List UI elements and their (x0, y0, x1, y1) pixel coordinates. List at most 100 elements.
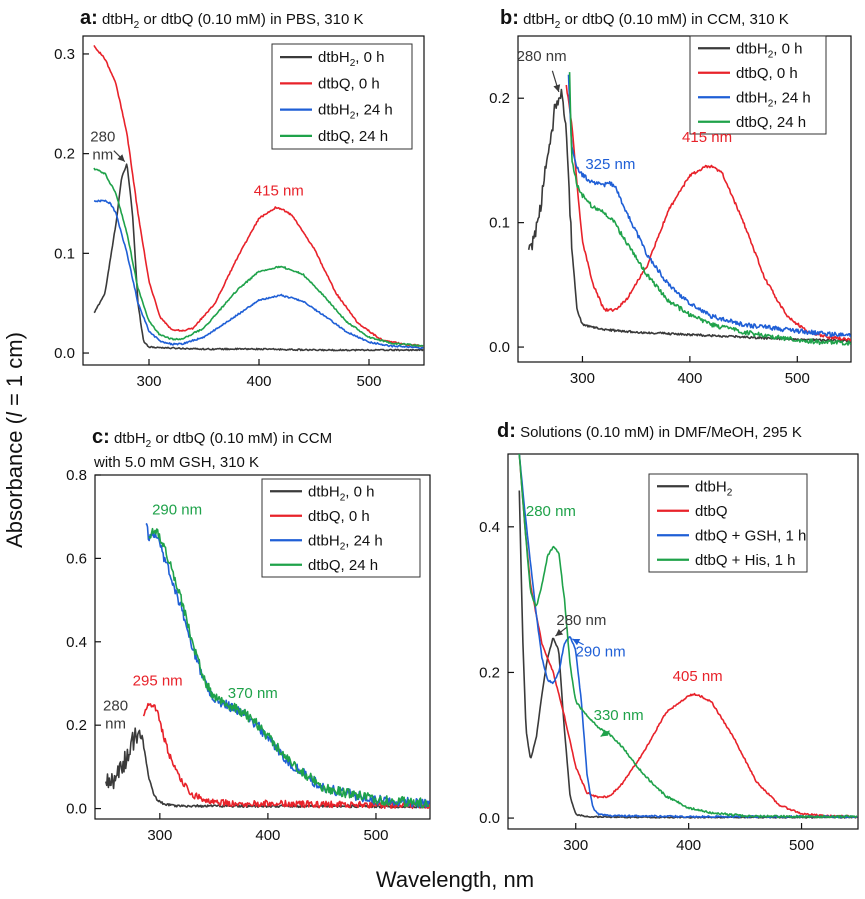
plot-frame (94, 474, 431, 820)
legend-label: dtbQ + GSH, 1 h (695, 527, 806, 544)
panel-c: c: dtbH2 or dtbQ (0.10 mM) in CCM with 5.… (66, 426, 431, 844)
legend-label: dtbH2, 24 h (318, 102, 393, 122)
x-tick-label: 300 (136, 373, 161, 390)
series-line-dtbq-his-1-h (518, 454, 858, 819)
annotation-arrowhead (117, 154, 125, 162)
legend-box (271, 43, 413, 150)
legend-label: dtbQ, 0 h (308, 508, 370, 525)
y-tick-label: 0.1 (489, 215, 510, 232)
panel-a-title: a: dtbH2 or dtbQ (0.10 mM) in PBS, 310 K (80, 7, 363, 31)
y-tick-label: 0.2 (489, 90, 510, 107)
legend-box (689, 35, 827, 135)
title-part: Solutions (0.10 mM) in DMF/MeOH, 295 K (520, 424, 802, 441)
title-part: or dtbQ (0.10 mM) in PBS, 310 K (139, 11, 363, 28)
annotation-label: 295 nm (133, 673, 183, 690)
annotation-label: 370 nm (228, 685, 278, 702)
legend-label: dtbH2, 0 h (736, 40, 802, 60)
series-line-dtbh2-0-h (93, 163, 424, 352)
legend-label: dtbQ, 24 h (736, 114, 806, 131)
y-tick-label: 0.3 (54, 46, 75, 63)
series-line-dtbh2-24-h (567, 74, 851, 338)
annotation-label: nm (105, 716, 126, 733)
y-tick-label: 0.0 (54, 345, 75, 362)
x-tick-label: 400 (246, 373, 271, 390)
title-part: dtbH (523, 11, 555, 28)
y-tick-label: 0.6 (66, 550, 87, 567)
legend-box (648, 473, 808, 573)
panel-d-title: d: Solutions (0.10 mM) in DMF/MeOH, 295 … (497, 420, 802, 442)
x-tick-label: 300 (147, 827, 172, 844)
series-line-dtbq (518, 454, 858, 819)
annotation-label: 280 (90, 129, 115, 146)
legend-label: dtbH2, 0 h (318, 49, 384, 69)
series-line-dtbq-0-h (565, 84, 851, 342)
legend-label: dtbH2, 24 h (736, 89, 811, 109)
x-tick-label: 500 (356, 373, 381, 390)
y-tick-label: 0.2 (66, 717, 87, 734)
annotation-label: 280 (103, 698, 128, 715)
legend: dtbH2 dtbQ dtbQ + GSH, 1 h dtbQ + His, 1 h (648, 473, 808, 573)
panel-letter: c: (92, 426, 110, 448)
annotation-arrowhead (572, 638, 581, 646)
legend-label: dtbH2 (695, 478, 733, 498)
series-line-dtbh2-24-h (93, 199, 424, 350)
y-tick-label: 0.1 (54, 245, 75, 262)
legend-label: dtbQ, 0 h (318, 75, 380, 92)
y-tick-label: 0.0 (479, 810, 500, 827)
series-line-dtbq-0-h (142, 702, 430, 810)
series-line-dtbq-24-h (148, 527, 430, 809)
legend-label: dtbQ + His, 1 h (695, 552, 795, 569)
legend-label: dtbH2, 24 h (308, 532, 383, 552)
series-line-dtbq-0-h (93, 45, 424, 348)
title-part: dtbH (102, 11, 134, 28)
series-line-dtbq-24-h (93, 167, 424, 347)
title-part: 2 (555, 20, 561, 31)
series-line-dtbh2-0-h (527, 88, 851, 343)
annotation-label: 290 nm (576, 643, 626, 660)
x-tick-label: 400 (255, 827, 280, 844)
annotation-arrowhead (600, 729, 609, 737)
legend-label: dtbH2, 0 h (308, 483, 374, 503)
legend-label: dtbQ, 0 h (736, 65, 798, 82)
title-part: or dtbQ (0.10 mM) in CCM (151, 430, 332, 447)
legend: dtbH2, 0 h dtbQ, 0 h dtbH2, 24 h dtbQ, 24 h (261, 478, 421, 578)
annotation-label: 415 nm (682, 129, 732, 146)
annotation-label: 280 nm (517, 48, 567, 65)
y-tick-label: 0.2 (479, 664, 500, 681)
x-axis-label: Wavelength, nm (376, 867, 534, 892)
panel-letter: d: (497, 420, 516, 442)
annotation-label: 280 nm (526, 503, 576, 520)
annotation-label: 415 nm (254, 183, 304, 200)
panel-letter: b: (500, 7, 519, 29)
legend-label: dtbQ, 24 h (308, 557, 378, 574)
x-tick-label: 500 (785, 370, 810, 387)
x-tick-label: 300 (570, 370, 595, 387)
title-part: or dtbQ (0.10 mM) in CCM, 310 K (560, 11, 788, 28)
annotation-label: 330 nm (594, 707, 644, 724)
legend-label: dtbQ (695, 503, 728, 520)
annotation-arrowhead (553, 84, 561, 92)
x-tick-label: 400 (677, 370, 702, 387)
series-line-dtbq-24-h (568, 72, 851, 346)
legend-box (261, 478, 421, 578)
panel-a: a: dtbH2 or dtbQ (0.10 mM) in PBS, 310 K… (54, 7, 425, 390)
x-tick-label: 400 (676, 837, 701, 854)
annotation-arrowhead (555, 628, 564, 637)
y-tick-label: 0.4 (479, 519, 500, 536)
annotation-label: 280 nm (556, 612, 606, 629)
panel-d: d: Solutions (0.10 mM) in DMF/MeOH, 295 … (479, 420, 859, 854)
title-part: dtbH (114, 430, 146, 447)
panel-b-title: b: dtbH2 or dtbQ (0.10 mM) in CCM, 310 K (500, 7, 789, 31)
y-axis-label: Absorbance (l = 1 cm) (2, 332, 27, 548)
plot-frame (82, 35, 425, 366)
y-tick-label: 0.8 (66, 467, 87, 484)
plot-frame (507, 453, 859, 830)
x-tick-label: 300 (563, 837, 588, 854)
plot-frame (517, 35, 852, 363)
annotation-label: 405 nm (673, 668, 723, 685)
y-tick-label: 0.0 (489, 339, 510, 356)
legend-label: dtbQ, 24 h (318, 128, 388, 145)
x-tick-label: 500 (789, 837, 814, 854)
y-tick-label: 0.2 (54, 146, 75, 163)
